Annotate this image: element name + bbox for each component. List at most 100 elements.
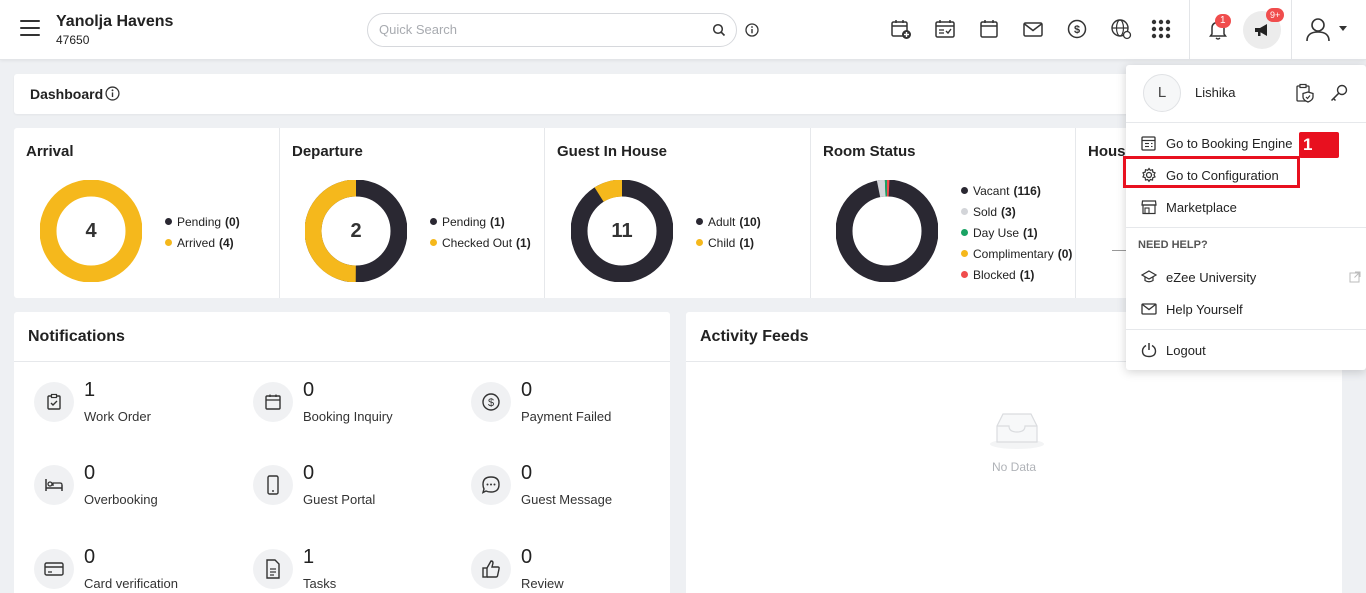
calendar-check-icon[interactable] xyxy=(934,18,956,40)
activity-feeds-title: Activity Feeds xyxy=(700,328,809,345)
svg-text:$: $ xyxy=(1074,24,1080,36)
info-icon[interactable] xyxy=(105,86,120,106)
card-icon xyxy=(34,549,74,589)
user-icon xyxy=(1306,18,1347,42)
globe-icon[interactable] xyxy=(1110,18,1132,40)
notification-label: Review xyxy=(521,576,564,591)
menu-item-booking-engine[interactable]: Go to Booking Engine xyxy=(1126,129,1366,157)
menu-item-label: Logout xyxy=(1166,343,1206,358)
thumbs-up-icon xyxy=(471,549,511,589)
shield-icon[interactable] xyxy=(1295,83,1315,108)
arrival-legend: Pending (0) Arrived (4) xyxy=(165,211,240,253)
clipboard-check-icon xyxy=(34,382,74,422)
arrival-card[interactable]: Arrival 4 Pending (0) Arrived (4) xyxy=(14,128,280,298)
notification-card-verification[interactable]: 0 Card verification xyxy=(34,546,234,593)
calendar-add-icon[interactable] xyxy=(890,18,912,40)
house-title: House xyxy=(1088,143,1134,160)
departure-total: 2 xyxy=(350,220,362,242)
departure-title: Departure xyxy=(292,143,363,160)
menu-item-logout[interactable]: Logout xyxy=(1126,336,1366,364)
notification-label: Guest Message xyxy=(521,492,613,507)
arrival-title: Arrival xyxy=(26,143,74,160)
notification-count: 0 xyxy=(84,546,96,568)
divider xyxy=(14,361,670,362)
divider xyxy=(1189,0,1190,60)
highlight-box xyxy=(1123,156,1300,188)
guest-in-house-title: Guest In House xyxy=(557,143,668,160)
apps-grid-icon[interactable] xyxy=(1150,18,1172,40)
menu-item-label: Help Yourself xyxy=(1166,302,1243,317)
notification-label: Tasks xyxy=(303,576,337,591)
notification-label: Guest Portal xyxy=(303,492,376,507)
avatar: L xyxy=(1143,74,1181,112)
notification-badge: 1 xyxy=(1215,14,1231,28)
bed-icon xyxy=(34,465,74,505)
divider xyxy=(1126,122,1366,123)
guest-in-house-card[interactable]: Guest In House 11 Adult (10) Child (1) xyxy=(545,128,811,298)
notification-count: 0 xyxy=(303,379,315,401)
notification-count: 0 xyxy=(84,462,96,484)
menu-item-marketplace[interactable]: Marketplace xyxy=(1126,193,1366,221)
legend-item: Pending (1) xyxy=(430,211,531,232)
room-status-card[interactable]: Room Status Vacant (116) Sold (3) Day Use(… xyxy=(811,128,1076,298)
mail-icon[interactable] xyxy=(1022,18,1044,40)
power-icon xyxy=(1141,342,1157,363)
divider xyxy=(686,361,1342,362)
notification-label: Card verification xyxy=(84,576,178,591)
menu-item-help-yourself[interactable]: Help Yourself xyxy=(1126,295,1366,323)
departure-card[interactable]: Departure 2 Pending (1) Checked Out (1) xyxy=(280,128,545,298)
notification-label: Work Order xyxy=(84,409,151,424)
guest-in-house-total: 11 xyxy=(611,220,633,242)
notification-label: Payment Failed xyxy=(521,409,612,424)
menu-item-configuration[interactable]: Go to Configuration xyxy=(1126,161,1366,189)
mobile-icon xyxy=(253,465,293,505)
property-name: Yanolja Havens xyxy=(56,13,174,30)
key-icon[interactable] xyxy=(1329,83,1349,108)
notification-count: 0 xyxy=(303,462,315,484)
legend-item: Blocked (1) xyxy=(961,264,1072,285)
chat-icon xyxy=(471,465,511,505)
graduation-cap-icon xyxy=(1140,269,1158,290)
departure-legend: Pending (1) Checked Out (1) xyxy=(430,211,531,253)
legend-item: Pending (0) xyxy=(165,211,240,232)
house-card[interactable]: House xyxy=(1076,128,1214,298)
svg-text:$: $ xyxy=(488,397,494,409)
notification-count: 0 xyxy=(521,462,533,484)
notification-tasks[interactable]: 1 Tasks xyxy=(253,546,453,593)
search-icon[interactable] xyxy=(712,23,726,42)
megaphone-icon xyxy=(1255,24,1267,36)
divider xyxy=(1112,250,1126,251)
document-icon xyxy=(253,549,293,589)
legend-item: Arrived (4) xyxy=(165,232,240,253)
menu-icon[interactable] xyxy=(20,20,40,38)
property-code: 47650 xyxy=(56,33,90,47)
stats-panel: Arrival 4 Pending (0) Arrived (4) Departur… xyxy=(14,128,1214,298)
info-icon[interactable] xyxy=(745,23,759,42)
room-status-donut xyxy=(835,179,939,283)
legend-item: Complimentary (0) xyxy=(961,243,1072,264)
notification-review[interactable]: 0 Review xyxy=(471,546,671,593)
notification-work-order[interactable]: 1 Work Order xyxy=(34,379,234,442)
notification-overbooking[interactable]: 0 Overbooking xyxy=(34,462,234,525)
notification-label: Booking Inquiry xyxy=(303,409,393,424)
calendar-icon xyxy=(253,382,293,422)
legend-item: Day Use (1) xyxy=(961,222,1072,243)
notification-guest-message[interactable]: 0 Guest Message xyxy=(471,462,671,525)
user-menu-button[interactable] xyxy=(1305,17,1349,48)
external-link-icon[interactable] xyxy=(1349,270,1361,288)
search-input[interactable] xyxy=(379,22,699,37)
room-status-legend: Vacant (116) Sold (3) Day Use (1) Complimen… xyxy=(961,180,1072,285)
menu-item-label: Go to Configuration xyxy=(1166,168,1279,183)
dollar-icon[interactable]: $ xyxy=(1066,18,1088,40)
user-dropdown-menu: L Lishika Go to Booking Engine Go to Con… xyxy=(1126,65,1366,370)
notification-payment-failed[interactable]: $ 0 Payment Failed xyxy=(471,379,671,442)
quick-search xyxy=(367,13,737,47)
legend-item: Sold (3) xyxy=(961,201,1072,222)
menu-item-university[interactable]: eZee University xyxy=(1126,263,1366,291)
notification-booking-inquiry[interactable]: 0 Booking Inquiry xyxy=(253,379,453,442)
notification-guest-portal[interactable]: 0 Guest Portal xyxy=(253,462,453,525)
calendar-list-icon xyxy=(1141,135,1157,156)
guest-in-house-donut: 11 xyxy=(570,179,674,283)
gear-icon xyxy=(1141,167,1157,188)
calendar-icon[interactable] xyxy=(978,18,1000,40)
